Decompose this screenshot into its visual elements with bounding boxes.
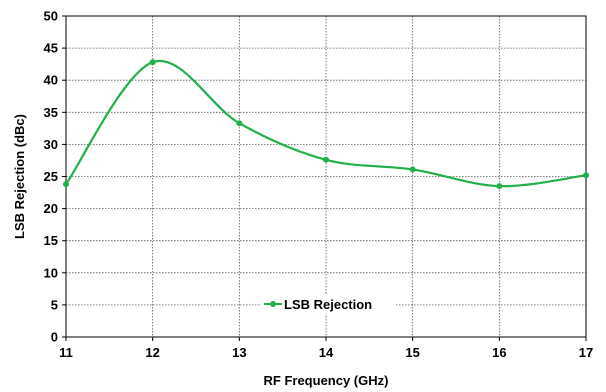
y-tick-label: 40 bbox=[44, 73, 58, 88]
grid-lines bbox=[66, 16, 586, 337]
data-point bbox=[496, 183, 503, 190]
y-tick-label: 45 bbox=[44, 41, 58, 56]
y-axis-ticks: 0 5 10 15 20 25 30 35 40 45 50 bbox=[44, 9, 66, 345]
x-tick-label: 13 bbox=[232, 345, 246, 360]
x-tick-label: 12 bbox=[145, 345, 159, 360]
y-tick-label: 10 bbox=[44, 265, 58, 280]
x-axis-title: RF Frequency (GHz) bbox=[264, 373, 389, 388]
x-axis-ticks: 11 12 13 14 15 16 17 bbox=[59, 337, 593, 360]
y-tick-label: 20 bbox=[44, 201, 58, 216]
y-tick-label: 50 bbox=[44, 9, 58, 24]
x-tick-label: 15 bbox=[405, 345, 419, 360]
data-point bbox=[236, 120, 243, 127]
y-tick-label: 30 bbox=[44, 137, 58, 152]
y-axis-title: LSB Rejection (dBc) bbox=[12, 114, 27, 239]
legend: LSB Rejection bbox=[260, 294, 396, 314]
y-tick-label: 15 bbox=[44, 233, 58, 248]
legend-label: LSB Rejection bbox=[284, 297, 372, 312]
x-tick-label: 14 bbox=[319, 345, 334, 360]
x-tick-label: 17 bbox=[579, 345, 593, 360]
x-tick-label: 11 bbox=[59, 345, 73, 360]
y-tick-label: 25 bbox=[44, 169, 58, 184]
y-tick-label: 5 bbox=[51, 297, 58, 312]
y-tick-label: 0 bbox=[51, 330, 58, 345]
data-point bbox=[149, 59, 156, 66]
legend-background bbox=[260, 294, 396, 314]
data-point bbox=[583, 172, 589, 179]
legend-marker bbox=[270, 301, 276, 307]
x-tick-label: 16 bbox=[492, 345, 506, 360]
data-point bbox=[323, 156, 329, 163]
data-point bbox=[63, 181, 69, 188]
series-layer bbox=[63, 59, 589, 190]
y-tick-label: 35 bbox=[44, 105, 58, 120]
data-point bbox=[409, 166, 416, 173]
